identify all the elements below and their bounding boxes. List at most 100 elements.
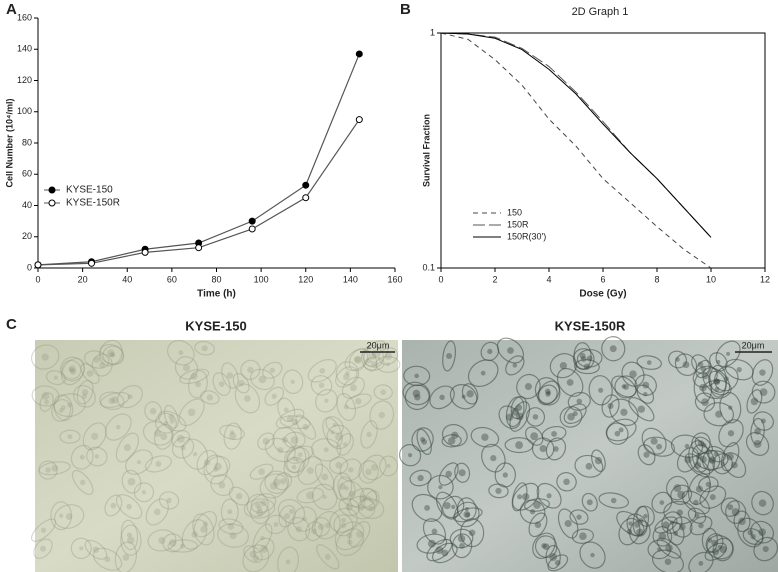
cell <box>181 519 208 550</box>
nucleus <box>269 367 275 373</box>
y-tick-label: 20 <box>22 231 32 241</box>
cell <box>249 501 270 525</box>
nucleus <box>369 353 377 360</box>
nucleus <box>515 441 524 450</box>
panel-label: C <box>6 316 17 333</box>
cell <box>274 472 293 491</box>
cell <box>51 399 72 422</box>
cell <box>720 497 740 517</box>
data-point <box>355 50 363 58</box>
nucleus <box>549 553 558 561</box>
cell <box>283 431 306 449</box>
nucleus <box>319 367 326 374</box>
nucleus <box>180 445 186 451</box>
nucleus <box>200 526 207 533</box>
nucleus <box>92 546 100 553</box>
cell <box>53 394 74 421</box>
cell <box>193 510 218 538</box>
cell <box>691 432 711 455</box>
cell <box>719 392 742 424</box>
cell <box>223 422 242 450</box>
cell <box>534 535 558 559</box>
cell <box>314 511 341 540</box>
cell <box>275 408 305 429</box>
nucleus <box>324 398 329 403</box>
y-tick-label: 40 <box>22 200 32 210</box>
nucleus <box>149 407 157 415</box>
nucleus <box>182 364 190 372</box>
nucleus <box>445 470 452 478</box>
cell <box>86 446 108 467</box>
cell <box>579 541 606 569</box>
nucleus <box>576 398 583 405</box>
cell <box>286 445 314 464</box>
cell <box>402 381 431 406</box>
cell <box>379 455 399 477</box>
cell <box>345 393 372 410</box>
cell <box>277 498 306 525</box>
cell <box>574 359 600 375</box>
cell <box>753 536 778 562</box>
cell <box>30 518 57 542</box>
chart-title: 2D Graph 1 <box>572 6 629 18</box>
nucleus <box>206 394 214 401</box>
cell <box>30 344 60 370</box>
cell <box>249 463 274 480</box>
cell <box>636 355 662 370</box>
nucleus <box>380 389 387 396</box>
cell <box>59 356 85 382</box>
nucleus <box>623 384 629 390</box>
nucleus <box>505 413 514 421</box>
nucleus <box>495 487 502 495</box>
nucleus <box>551 431 557 437</box>
cell <box>362 454 387 481</box>
cell <box>334 521 365 551</box>
cell <box>31 385 60 407</box>
nucleus <box>91 432 99 440</box>
nucleus <box>226 372 234 379</box>
panel-label: A <box>6 1 17 18</box>
nucleus <box>580 356 587 362</box>
cell <box>699 485 727 509</box>
cell <box>598 492 629 509</box>
cell <box>488 483 509 499</box>
cell <box>38 460 58 480</box>
cell <box>84 350 110 369</box>
cell <box>718 419 744 448</box>
cell <box>454 462 471 483</box>
cell <box>525 407 546 427</box>
nucleus <box>481 433 489 441</box>
cell <box>297 456 323 486</box>
nucleus <box>662 521 670 529</box>
y-tick-label: 60 <box>22 169 32 179</box>
nucleus <box>123 443 131 452</box>
nucleus <box>487 348 493 355</box>
cell <box>70 537 92 560</box>
cell <box>142 421 173 446</box>
nucleus <box>277 446 284 454</box>
nucleus <box>126 503 132 510</box>
nucleus <box>60 405 66 411</box>
nucleus <box>541 543 547 549</box>
nucleus <box>288 509 295 515</box>
nucleus <box>585 462 593 470</box>
cell <box>59 429 81 444</box>
cell <box>232 372 250 394</box>
cell <box>511 482 528 512</box>
nucleus <box>490 455 497 462</box>
y-tick-label: 140 <box>17 44 32 54</box>
nucleus <box>110 352 116 358</box>
data-point <box>302 181 310 189</box>
nucleus <box>727 430 735 437</box>
nucleus <box>414 393 421 401</box>
cell <box>286 447 310 474</box>
nucleus <box>610 497 617 504</box>
nucleus <box>342 442 348 447</box>
cell <box>179 368 210 385</box>
cell <box>272 426 298 453</box>
nucleus <box>306 467 314 475</box>
nucleus <box>227 523 235 530</box>
cell <box>674 353 698 377</box>
cell <box>442 495 465 519</box>
nucleus <box>51 464 59 472</box>
